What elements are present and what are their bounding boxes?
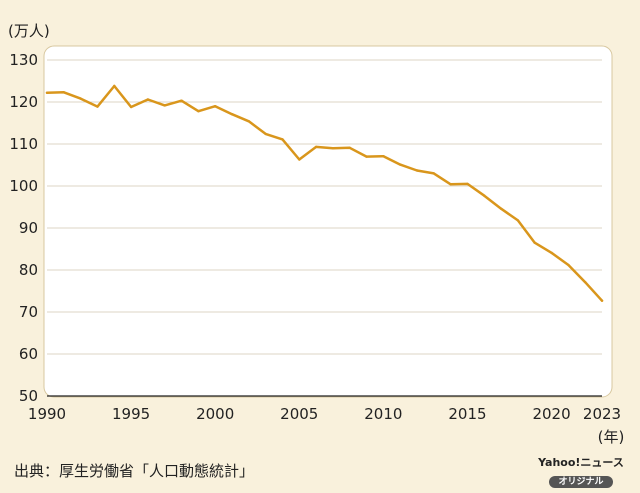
data-point-2021 — [567, 263, 570, 267]
y-tick-label-80: 80 — [19, 261, 38, 279]
data-point-2005 — [298, 158, 301, 161]
data-point-1997 — [163, 104, 166, 107]
y-tick-label-70: 70 — [19, 303, 38, 321]
data-point-2011 — [399, 163, 402, 166]
data-point-2022 — [584, 281, 587, 284]
y-tick-label-90: 90 — [19, 219, 38, 237]
y-tick-label-100: 100 — [9, 177, 38, 195]
data-point-2003 — [264, 132, 267, 136]
x-tick-label-2005: 2005 — [280, 405, 318, 423]
y-tick-label-50: 50 — [19, 387, 38, 405]
data-point-2006 — [314, 145, 318, 149]
y-tick-label-120: 120 — [9, 93, 38, 111]
data-point-2012 — [415, 169, 419, 172]
data-point-2013 — [432, 172, 435, 175]
data-point-1999 — [197, 110, 200, 113]
x-axis-unit-label: (年) — [598, 428, 625, 446]
source-note: 出典：厚生労働省「人口動態統計」 — [14, 462, 255, 480]
data-point-1993 — [96, 105, 99, 108]
data-point-2008 — [348, 146, 351, 149]
data-point-1992 — [79, 97, 82, 100]
data-point-2010 — [382, 155, 385, 158]
data-point-2018 — [516, 219, 520, 222]
plot-area — [43, 45, 613, 398]
x-tick-label-2020: 2020 — [532, 405, 570, 423]
data-point-1998 — [180, 99, 183, 102]
data-point-2001 — [230, 113, 234, 116]
data-point-2023 — [600, 299, 604, 302]
x-tick-label-2010: 2010 — [364, 405, 402, 423]
data-point-2016 — [483, 194, 486, 197]
y-tick-label-110: 110 — [9, 135, 38, 153]
x-tick-label-1995: 1995 — [112, 405, 150, 423]
data-point-2007 — [331, 147, 335, 150]
logo-sub-badge: オリジナル — [549, 476, 613, 488]
y-tick-label-60: 60 — [19, 345, 38, 363]
data-point-2014 — [449, 183, 452, 186]
data-series — [45, 84, 604, 302]
y-axis-ticks: 50 60 70 80 90 100 110 120 130 — [9, 51, 38, 405]
data-point-2009 — [365, 155, 368, 158]
x-axis-ticks: 1990 1995 2000 2005 2010 2015 2020 2023 — [28, 405, 621, 423]
y-axis-unit-label: (万人) — [8, 22, 50, 40]
data-point-1995 — [129, 105, 133, 109]
data-point-2000 — [214, 105, 217, 108]
data-point-1994 — [113, 84, 116, 88]
data-point-1996 — [146, 98, 150, 101]
data-point-2004 — [281, 138, 284, 141]
x-tick-label-2000: 2000 — [196, 405, 234, 423]
data-point-2017 — [499, 207, 503, 210]
data-point-1991 — [62, 91, 65, 94]
data-point-2015 — [466, 182, 469, 186]
series-line — [45, 84, 604, 302]
data-point-2019 — [533, 241, 536, 244]
data-point-2020 — [550, 251, 553, 254]
data-point-2002 — [247, 120, 250, 123]
x-tick-label-2023: 2023 — [583, 405, 621, 423]
x-tick-label-1990: 1990 — [28, 405, 66, 423]
logo-main-text: Yahoo!ニュース — [538, 456, 624, 469]
x-tick-label-2015: 2015 — [448, 405, 486, 423]
data-point-1990 — [45, 91, 49, 95]
y-tick-label-130: 130 — [9, 51, 38, 69]
yahoo-news-logo: Yahoo!ニュース オリジナル — [532, 456, 630, 488]
